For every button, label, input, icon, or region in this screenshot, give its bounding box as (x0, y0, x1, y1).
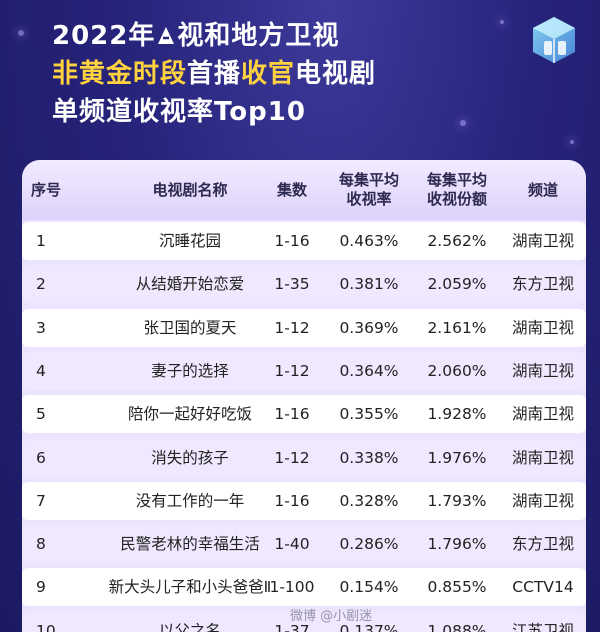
cell-share: 2.161% (427, 318, 487, 337)
cell-rank: 7 (36, 491, 46, 510)
cell-title: 从结婚开始恋爱 (135, 275, 245, 294)
cell-title: 消失的孩子 (151, 448, 229, 467)
cell-title: 新大头儿子和小头爸爸Ⅱ (108, 578, 272, 597)
cell-share: 2.562% (427, 232, 487, 250)
cell-rating: 0.463% (339, 232, 399, 250)
cell-title: 没有工作的一年 (135, 491, 245, 510)
cube-logo-icon (528, 14, 580, 66)
col-header-rating: 每集平均 收视率 (338, 171, 399, 208)
cell-channel: CCTV14 (512, 578, 574, 597)
table-row: 5 陪你一起好好吃饭 1-16 0.355% 1.928% 湖南卫视 (22, 395, 586, 434)
cell-channel: 湖南卫视 (511, 491, 574, 510)
cell-channel: 湖南卫视 (511, 448, 574, 467)
cell-rank: 3 (36, 318, 46, 337)
chart-title: 单频道收视率Top10 (52, 97, 306, 127)
page-subtitle: 非黄金时段首播收官电视剧 (52, 59, 377, 89)
cell-share: 1.088% (427, 621, 487, 632)
table-row: 10 以父之名 1-37 0.137% 1.088% 江苏卫视 (22, 611, 586, 632)
cell-episodes: 1-37 (274, 621, 310, 632)
table-row: 7 没有工作的一年 1-16 0.328% 1.793% 湖南卫视 (22, 481, 586, 520)
cell-rank: 2 (36, 275, 46, 294)
cell-episodes: 1-35 (274, 275, 310, 294)
watermark: 微博 @小剧迷 (290, 609, 373, 624)
cell-rating: 0.137% (339, 621, 399, 632)
cell-episodes: 1-100 (269, 578, 315, 597)
table-row: 2 从结婚开始恋爱 1-35 0.381% 2.059% 东方卫视 (22, 265, 586, 304)
cell-episodes: 1-12 (274, 318, 310, 337)
table-row: 9 新大头儿子和小头爸爸Ⅱ 1-100 0.154% 0.855% CCTV14 (22, 568, 586, 607)
page-title: 2022年 视和地方卫视 (52, 21, 340, 51)
cell-channel: 湖南卫视 (511, 232, 574, 250)
cell-episodes: 1-16 (274, 232, 310, 250)
table-header: 序号 电视剧名称 集数 每集平均 收视率 每集平均 收视份额 频道 (22, 160, 586, 220)
decor-sparkle (18, 30, 24, 36)
cell-rank: 4 (36, 361, 46, 380)
cell-rating: 0.355% (339, 405, 399, 424)
table-row: 4 妻子的选择 1-12 0.364% 2.060% 湖南卫视 (22, 351, 586, 390)
decor-sparkle (570, 140, 574, 144)
cell-rank: 9 (36, 578, 46, 597)
cell-share: 0.855% (427, 578, 487, 597)
col-header-rank: 序号 (30, 180, 61, 199)
cell-title: 民警老林的幸福生活 (120, 535, 260, 554)
cell-channel: 东方卫视 (511, 535, 574, 554)
cell-share: 2.059% (427, 275, 487, 294)
obscured-glyph-icon (155, 22, 177, 44)
cell-channel: 湖南卫视 (511, 361, 574, 380)
cell-rating: 0.381% (339, 275, 399, 294)
decor-sparkle (500, 20, 504, 24)
cell-episodes: 1-12 (274, 448, 310, 467)
ranking-table: 序号 电视剧名称 集数 每集平均 收视率 每集平均 收视份额 频道 1 沉睡花园 1… (22, 160, 586, 632)
cell-title: 沉睡花园 (158, 232, 221, 250)
cell-episodes: 1-12 (274, 361, 310, 380)
cell-channel: 东方卫视 (511, 275, 574, 294)
cell-share: 2.060% (427, 361, 487, 380)
cell-channel: 江苏卫视 (511, 621, 574, 632)
decor-sparkle (460, 120, 466, 126)
cell-episodes: 1-16 (274, 405, 310, 424)
col-header-channel: 频道 (527, 180, 558, 199)
cell-rating: 0.154% (339, 578, 399, 597)
col-header-title: 电视剧名称 (152, 180, 228, 199)
cell-rating: 0.364% (339, 361, 399, 380)
cell-rating: 0.286% (339, 535, 399, 554)
cell-title: 陪你一起好好吃饭 (127, 405, 252, 424)
cell-episodes: 1-40 (274, 535, 310, 554)
cell-rank: 6 (36, 448, 46, 467)
cell-rating: 0.369% (339, 318, 399, 337)
table-row: 3 张卫国的夏天 1-12 0.369% 2.161% 湖南卫视 (22, 308, 586, 347)
cell-rank: 5 (36, 405, 46, 424)
col-header-share: 每集平均 收视份额 (426, 171, 487, 208)
cell-channel: 湖南卫视 (511, 405, 574, 424)
cell-share: 1.796% (427, 535, 487, 554)
cell-channel: 湖南卫视 (511, 318, 574, 337)
cell-rank: 8 (36, 535, 46, 554)
cell-rating: 0.338% (339, 448, 399, 467)
cell-share: 1.976% (427, 448, 487, 467)
table-row: 6 消失的孩子 1-12 0.338% 1.976% 湖南卫视 (22, 438, 586, 477)
cell-share: 1.928% (427, 405, 487, 424)
title-block: 2022年 视和地方卫视 非黄金时段首播收官电视剧 单频道收视率Top10 (52, 20, 376, 134)
cell-rank: 1 (36, 232, 46, 250)
cell-title: 张卫国的夏天 (143, 318, 237, 337)
table-row: 8 民警老林的幸福生活 1-40 0.286% 1.796% 东方卫视 (22, 525, 586, 564)
cell-rank: 10 (36, 621, 56, 632)
table-row: 1 沉睡花园 1-16 0.463% 2.562% 湖南卫视 (22, 222, 586, 260)
cell-share: 1.793% (427, 491, 487, 510)
cell-title: 以父之名 (158, 621, 221, 632)
cell-title: 妻子的选择 (151, 361, 229, 380)
cell-rating: 0.328% (339, 491, 399, 510)
cell-episodes: 1-16 (274, 491, 310, 510)
col-header-episodes: 集数 (276, 180, 307, 199)
